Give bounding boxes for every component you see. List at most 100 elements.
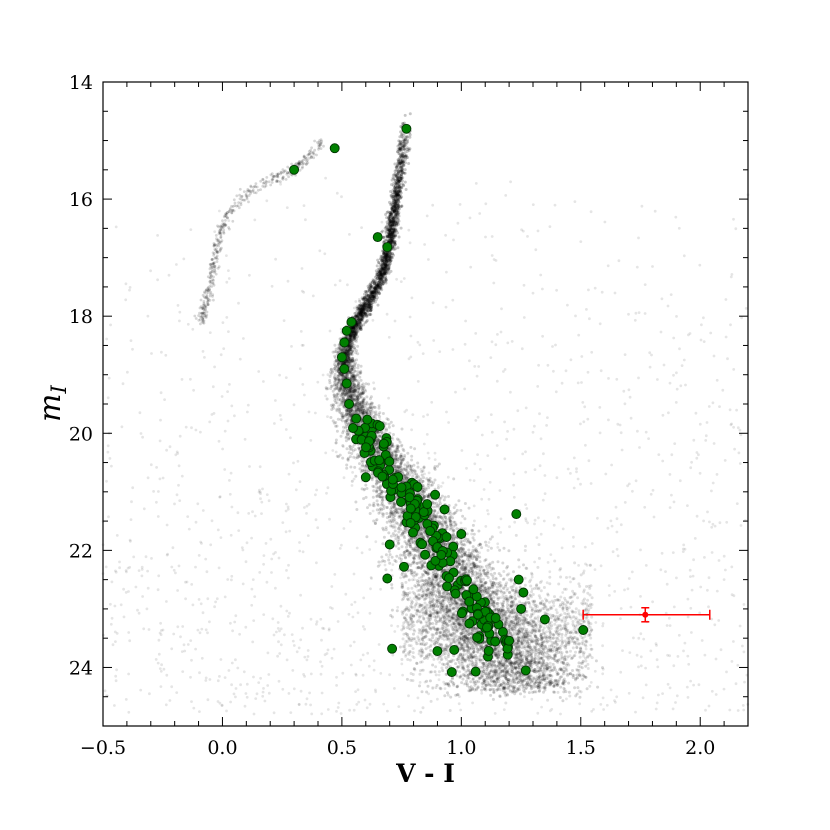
field-star [375, 284, 378, 287]
field-star [416, 465, 420, 469]
field-star [122, 615, 126, 619]
field-star [664, 611, 668, 615]
field-star [465, 644, 469, 648]
field-star [127, 631, 131, 634]
field-star [524, 517, 528, 520]
field-star [594, 621, 598, 624]
field-star [460, 631, 464, 635]
field-star [487, 541, 491, 544]
field-star [711, 481, 715, 485]
field-star [355, 546, 359, 550]
field-star [533, 468, 537, 471]
field-star [175, 450, 179, 454]
field-star [390, 586, 394, 590]
field-star [601, 696, 605, 700]
field-star [492, 281, 496, 285]
field-star [692, 438, 696, 442]
field-star [399, 280, 403, 283]
field-star [262, 554, 266, 557]
field-star [423, 586, 427, 590]
field-star [599, 369, 603, 373]
field-star [719, 648, 723, 652]
field-star [464, 319, 467, 323]
field-star [439, 485, 443, 488]
field-star [619, 670, 623, 674]
field-star [361, 673, 365, 677]
field-star [429, 649, 433, 652]
field-star [471, 701, 474, 705]
field-star [284, 530, 288, 534]
field-star [672, 605, 676, 609]
field-star [537, 363, 540, 367]
field-star [170, 647, 174, 651]
field-star [673, 442, 677, 445]
field-star [575, 467, 578, 471]
field-star [199, 430, 202, 434]
field-star [522, 316, 526, 319]
field-star [397, 438, 401, 442]
field-star [279, 627, 283, 631]
field-star [119, 603, 123, 607]
field-star [418, 593, 421, 597]
field-star [739, 433, 743, 437]
field-star [473, 519, 476, 523]
field-star [387, 549, 391, 553]
field-star [628, 651, 632, 654]
field-star [365, 535, 369, 539]
field-star [372, 387, 376, 391]
field-star [492, 590, 495, 593]
field-star [437, 484, 440, 487]
field-star [413, 570, 417, 574]
field-star [533, 560, 536, 564]
field-star [232, 692, 236, 696]
field-star [467, 548, 471, 552]
field-star [426, 413, 429, 417]
field-star [257, 370, 261, 373]
field-star [190, 700, 193, 703]
field-star [741, 704, 745, 707]
field-star [652, 515, 656, 519]
field-star [640, 204, 644, 208]
field-star [572, 486, 576, 490]
field-star [146, 476, 150, 480]
field-star [540, 705, 543, 709]
field-star [168, 699, 172, 702]
field-star [543, 492, 547, 495]
field-star [610, 463, 613, 467]
field-star [715, 473, 719, 476]
field-star [255, 692, 259, 696]
field-star [686, 597, 690, 601]
field-star [718, 521, 722, 525]
field-star [602, 708, 605, 711]
field-star [579, 482, 582, 486]
field-star [229, 533, 233, 537]
field-star [566, 655, 570, 659]
field-star [493, 712, 497, 715]
field-star [156, 661, 160, 665]
field-star [710, 617, 714, 621]
field-star [346, 283, 349, 287]
field-star [278, 414, 282, 417]
field-star [440, 523, 443, 526]
field-star [686, 615, 690, 619]
field-star [692, 683, 695, 687]
field-star [223, 468, 227, 471]
field-star [250, 587, 254, 591]
field-star [633, 318, 637, 322]
field-star [513, 520, 517, 524]
field-star [533, 518, 537, 522]
field-star [178, 310, 182, 314]
field-star [227, 330, 230, 333]
field-star [460, 681, 464, 685]
field-star [157, 490, 160, 493]
field-star [381, 504, 385, 507]
field-star [593, 568, 597, 571]
field-star [404, 616, 407, 620]
field-star [675, 387, 679, 391]
field-star [456, 221, 460, 225]
field-star [512, 427, 516, 431]
field-star [666, 304, 670, 308]
field-star [244, 560, 248, 564]
field-star [643, 312, 647, 315]
field-star [740, 316, 743, 320]
